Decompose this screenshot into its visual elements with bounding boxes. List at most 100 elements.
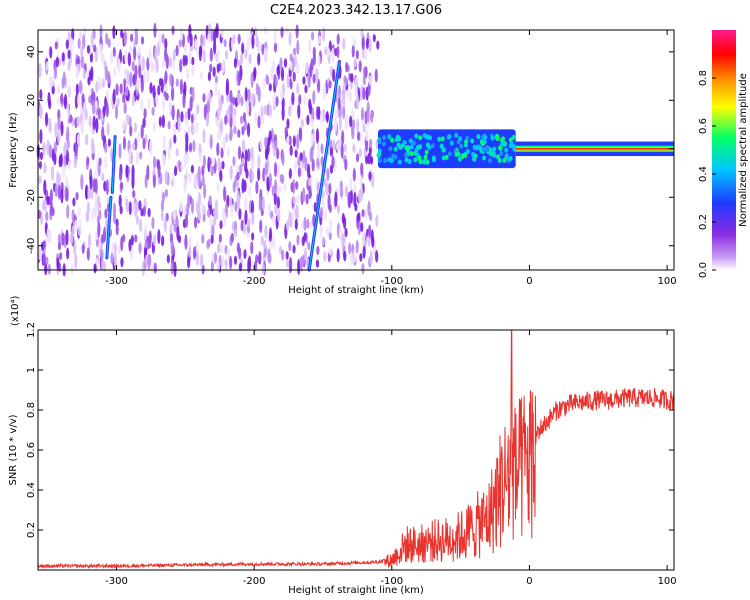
heatmap-noise-cell — [288, 168, 292, 179]
heatmap-noise-cell — [126, 70, 130, 86]
heatmap-noise-cell — [67, 160, 72, 170]
heatmap-noise-cell — [162, 95, 166, 111]
heatmap-band-cell — [409, 144, 414, 150]
heatmap-noise-cell — [113, 253, 117, 267]
heatmap-noise-cell — [297, 104, 301, 119]
heatmap-noise-cell — [151, 62, 156, 72]
heatmap-noise-cell — [54, 41, 58, 50]
heatmap-noise-cell — [308, 183, 312, 200]
heatmap-band-cell — [508, 156, 513, 162]
heatmap-noise-cell — [120, 181, 124, 191]
heatmap-noise-cell — [85, 133, 89, 146]
heatmap-noise-cell — [236, 180, 240, 190]
heatmap-noise-cell — [50, 165, 55, 181]
heatmap-noise-cell — [120, 236, 124, 251]
heatmap-noise-cell — [237, 146, 242, 160]
heatmap-noise-cell — [263, 46, 267, 62]
heatmap-noise-cell — [175, 147, 179, 157]
heatmap-noise-cell — [143, 108, 147, 119]
heatmap-noise-cell — [320, 110, 324, 126]
heatmap-band-cell — [500, 141, 505, 147]
heatmap-noise-cell — [113, 242, 117, 256]
heatmap-noise-cell — [233, 125, 237, 135]
heatmap-noise-cell — [210, 261, 215, 272]
heatmap-noise-cell — [192, 139, 196, 153]
heatmap-noise-cell — [180, 111, 184, 123]
heatmap-noise-cell — [114, 104, 119, 120]
heatmap-noise-cell — [238, 247, 242, 260]
heatmap-noise-cell — [182, 93, 186, 109]
heatmap-noise-cell — [315, 259, 320, 268]
heatmap-noise-cell — [107, 38, 111, 48]
heatmap-noise-cell — [190, 113, 194, 124]
heatmap-noise-cell — [283, 58, 288, 68]
heatmap-noise-cell — [263, 104, 267, 116]
heatmap-noise-cell — [129, 125, 133, 137]
heatmap-band-cell — [509, 142, 514, 148]
heatmap-noise-cell — [374, 68, 378, 83]
heatmap-band-cell — [498, 146, 503, 152]
heatmap-streak-core — [308, 61, 340, 271]
heatmap-noise-cell — [366, 106, 370, 123]
heatmap-noise-cell — [376, 40, 380, 50]
heatmap-noise-cell — [243, 179, 247, 193]
heatmap-noise-cell — [75, 191, 79, 201]
heatmap-noise-cell — [167, 120, 171, 130]
heatmap-band-cell — [502, 141, 507, 147]
heatmap-noise-cell — [143, 224, 148, 241]
heatmap-noise-cell — [82, 69, 86, 80]
heatmap-noise-cell — [141, 56, 145, 71]
heatmap-noise-cell — [232, 156, 236, 167]
heatmap-noise-cell — [105, 102, 109, 118]
heatmap-band-cell — [490, 148, 495, 154]
heatmap-band-cell — [478, 145, 483, 151]
heatmap-noise-cell — [322, 84, 327, 97]
heatmap-noise-cell — [67, 49, 71, 60]
heatmap-noise-cell — [202, 128, 206, 144]
heatmap-noise-cell — [188, 172, 192, 184]
heatmap-noise-cell — [297, 258, 301, 275]
heatmap-noise-cell — [164, 188, 168, 198]
heatmap-noise-cell — [179, 78, 183, 95]
heatmap-noise-cell — [170, 86, 175, 102]
heatmap-noise-cell — [224, 258, 228, 269]
heatmap-band-cell — [508, 137, 513, 143]
heatmap-noise-cell — [146, 70, 150, 84]
heatmap-noise-cell — [131, 94, 135, 107]
heatmap-noise-cell — [218, 97, 223, 112]
heatmap-noise-cell — [328, 246, 332, 256]
heatmap-noise-cell — [216, 48, 220, 65]
heatmap-noise-cell — [364, 66, 368, 79]
heatmap-band-cell — [393, 146, 398, 152]
heatmap-band-cell — [482, 147, 487, 153]
heatmap-band-cell — [389, 158, 394, 164]
heatmap-noise-cell — [286, 118, 290, 129]
heatmap-ytick-label: 0 — [26, 146, 37, 152]
heatmap-noise-cell — [344, 227, 348, 238]
heatmap-noise-cell — [349, 251, 354, 267]
heatmap-band-cell — [422, 132, 427, 138]
heatmap-noise-cell — [250, 171, 255, 182]
heatmap-noise-cell — [348, 242, 352, 255]
heatmap-noise-cell — [105, 89, 110, 101]
heatmap-band-cell — [440, 136, 445, 142]
heatmap-noise-cell — [112, 25, 116, 40]
snr-xtick-label: -300 — [105, 576, 128, 587]
heatmap-band-cell — [460, 153, 465, 159]
heatmap-xtick-label: 0 — [526, 276, 532, 287]
heatmap-noise-cell — [39, 89, 43, 100]
heatmap-noise-cell — [239, 115, 244, 125]
heatmap-band-cell — [437, 136, 442, 142]
heatmap-noise-cell — [344, 159, 348, 171]
heatmap-band-cell — [413, 157, 418, 163]
heatmap-noise-cell — [317, 54, 321, 68]
snr-ytick-label: 1 — [26, 367, 37, 373]
heatmap-noise-cell — [213, 40, 217, 55]
heatmap-noise-cell — [233, 255, 238, 265]
heatmap-noise-cell — [201, 165, 205, 177]
heatmap-noise-cell — [250, 146, 254, 160]
colorbar-ticks: 0.0 0.2 0.4 0.6 0.8 — [698, 70, 716, 278]
heatmap-noise-cell — [258, 196, 262, 211]
heatmap-noise-cell — [288, 257, 293, 272]
